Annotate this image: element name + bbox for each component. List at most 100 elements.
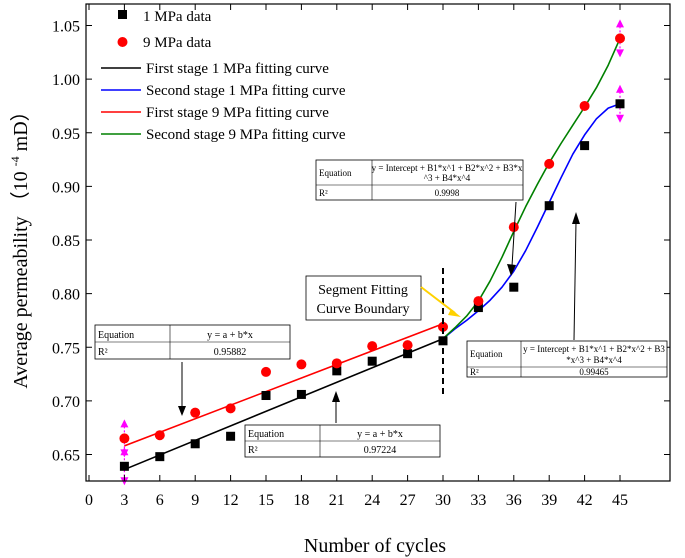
fit-curves xyxy=(124,38,621,471)
point-1mpa xyxy=(119,461,129,471)
y-axis-title-main: Average permeability xyxy=(10,216,32,388)
point-9mpa xyxy=(190,407,201,418)
fit-curve-3 xyxy=(442,38,621,340)
x-tick-label: 24 xyxy=(364,492,380,509)
eq4-r2-value: 0.99465 xyxy=(579,367,609,377)
boundary-label-line2: Curve Boundary xyxy=(317,302,410,317)
point-1mpa xyxy=(615,99,625,109)
point-9mpa xyxy=(331,358,342,369)
eq3-r2-label: R² xyxy=(319,188,328,198)
equation-table-second-9mpa: Equation y = Intercept + B1*x^1 + B2*x^2… xyxy=(315,159,524,201)
point-9mpa xyxy=(154,430,165,441)
x-tick-label: 39 xyxy=(541,492,557,509)
legend-swatch-1mpa xyxy=(118,10,127,19)
point-9mpa xyxy=(579,100,590,111)
point-1mpa xyxy=(580,141,590,151)
eq2-r2-value: 0.97224 xyxy=(364,445,397,456)
legend-label-first-9mpa: First stage 9 MPa fitting curve xyxy=(146,105,329,121)
eq1-r2-label: R² xyxy=(98,347,108,358)
eq3-r2-value: 0.9998 xyxy=(435,188,460,198)
x-tick-label: 3 xyxy=(120,492,128,509)
y-tick-label: 0.80 xyxy=(52,287,80,304)
boundary-label: Segment Fitting Curve Boundary xyxy=(305,275,422,321)
error-marker-down xyxy=(616,49,624,58)
eq4-equation-label: Equation xyxy=(470,349,503,359)
eq3-equation-line1: y = Intercept + B1*x^1 + B2*x^2 + B3*x xyxy=(372,163,523,173)
y-tick-label: 0.95 xyxy=(52,126,80,143)
y-tick-label: 0.85 xyxy=(52,233,80,250)
x-tick-label: 21 xyxy=(329,492,345,509)
boundary-label-line1: Segment Fitting xyxy=(318,283,408,298)
x-tick-label: 18 xyxy=(293,492,309,509)
point-9mpa xyxy=(544,158,555,169)
point-1mpa xyxy=(367,356,377,366)
y-tick-label: 0.70 xyxy=(52,394,80,411)
error-marker-up xyxy=(616,19,624,28)
point-1mpa xyxy=(226,431,236,441)
svg-text:Average permeability （10: Average permeability （10 -4 mD） xyxy=(2,101,32,388)
fit-curve-1 xyxy=(442,103,621,340)
x-tick-label: 45 xyxy=(612,492,628,509)
error-marker-up xyxy=(120,419,129,428)
point-1mpa xyxy=(155,452,165,462)
x-tick-label: 6 xyxy=(156,492,164,509)
y-axis-title: Average permeability （10 -4 mD） xyxy=(2,101,32,388)
x-axis-title: Number of cycles xyxy=(304,535,446,557)
y-axis-title-exponent: -4 xyxy=(8,156,22,166)
x-tick-label: 42 xyxy=(577,492,593,509)
legend: 1 MPa data 9 MPa data First stage 1 MPa … xyxy=(101,9,346,143)
point-1mpa xyxy=(296,389,306,399)
point-9mpa xyxy=(615,33,625,44)
point-9mpa xyxy=(367,341,378,352)
x-tick-label: 9 xyxy=(191,492,199,509)
error-marker-up xyxy=(616,84,624,93)
equation-table-second-1mpa: Equation y = Intercept + B1*x^1 + B2*x^2… xyxy=(466,340,668,378)
x-tick-label: 27 xyxy=(400,492,416,509)
eq3-arrow xyxy=(511,201,517,267)
y-axis-title-open: （10 xyxy=(9,171,32,211)
point-9mpa xyxy=(473,296,484,307)
x-tick-label: 12 xyxy=(223,492,239,509)
error-marker-down xyxy=(616,114,624,123)
eq1-r2-value: 0.95882 xyxy=(214,347,247,358)
legend-label-first-1mpa: First stage 1 MPa fitting curve xyxy=(146,61,329,77)
eq1-equation-label: Equation xyxy=(98,330,134,341)
eq2-equation: y = a + b*x xyxy=(357,429,403,440)
error-marker-down xyxy=(120,449,129,458)
legend-swatch-9mpa xyxy=(117,37,128,47)
eq4-equation-line1: y = Intercept + B1*x^1 + B2*x^2 + B3 xyxy=(523,344,665,354)
point-1mpa xyxy=(403,349,413,359)
point-1mpa xyxy=(509,282,519,292)
x-tick-label: 33 xyxy=(470,492,486,509)
point-9mpa xyxy=(225,403,236,414)
point-9mpa xyxy=(119,433,130,444)
plot-frame xyxy=(85,3,671,482)
boundary-label-arrow xyxy=(420,286,456,314)
y-axis-title-close: mD） xyxy=(9,101,32,151)
y-tick-label: 0.65 xyxy=(52,448,80,465)
eq1-equation: y = a + b*x xyxy=(207,330,253,341)
point-1mpa xyxy=(190,439,200,449)
point-9mpa xyxy=(261,366,271,377)
x-tick-label: 15 xyxy=(258,492,274,509)
fit-curve-2 xyxy=(124,322,444,447)
x-tick-label: 36 xyxy=(506,492,522,509)
eq2-r2-label: R² xyxy=(248,445,258,456)
y-tick-label: 0.90 xyxy=(52,179,80,196)
eq2-equation-label: Equation xyxy=(248,429,284,440)
equation-table-first-1mpa: Equation y = a + b*x R² 0.97224 xyxy=(244,424,441,458)
legend-label-9mpa: 9 MPa data xyxy=(143,35,212,51)
point-1mpa xyxy=(473,303,483,313)
legend-label-1mpa: 1 MPa data xyxy=(143,9,212,25)
point-1mpa xyxy=(332,366,342,376)
eq4-equation-line2: *x^3 + B4*x^4 xyxy=(566,355,622,365)
eq4-r2-label: R² xyxy=(470,367,479,377)
x-tick-label: 30 xyxy=(435,492,451,509)
eq3-equation-label: Equation xyxy=(319,168,352,178)
eq4-arrow xyxy=(573,221,577,341)
legend-label-second-1mpa: Second stage 1 MPa fitting curve xyxy=(146,83,346,99)
legend-label-second-9mpa: Second stage 9 MPa fitting curve xyxy=(146,127,346,143)
point-9mpa xyxy=(402,340,413,351)
point-9mpa xyxy=(438,321,448,332)
